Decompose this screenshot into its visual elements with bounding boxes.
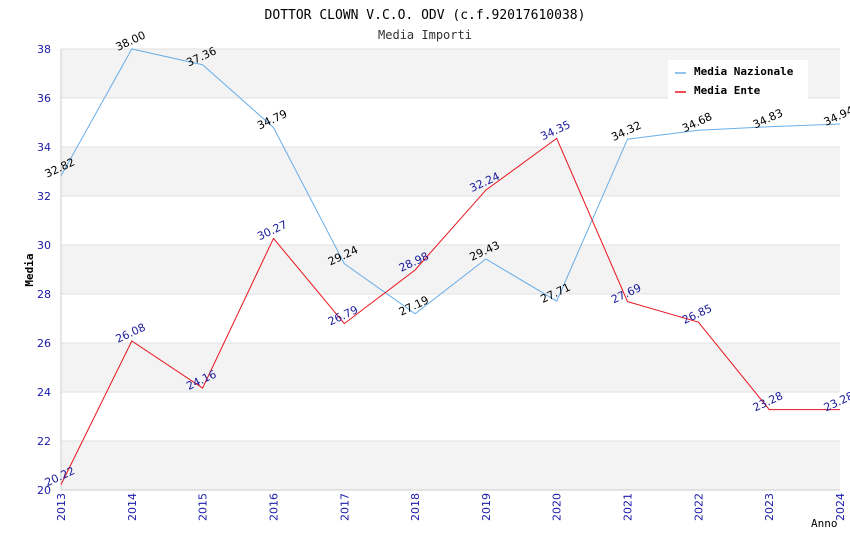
- data-label-media-nazionale: 34.83: [751, 106, 785, 131]
- y-tick-label: 30: [37, 239, 51, 252]
- y-tick-labels: 20 22 24 26 28 30 32 34 36 38: [37, 43, 51, 497]
- y-tick-label: 38: [37, 43, 51, 56]
- legend-label-media-ente: Media Ente: [694, 84, 761, 97]
- series-line-media-ente: [60, 137, 840, 485]
- chart-subtitle: Media Importi: [378, 28, 472, 42]
- y-tick-label: 34: [37, 141, 51, 154]
- x-tick-label: 2019: [480, 493, 493, 521]
- data-label-media-ente: 26.85: [680, 302, 714, 327]
- data-label-media-nazionale: 34.94: [822, 104, 850, 129]
- x-tick-label: 2022: [692, 493, 705, 521]
- data-label-media-nazionale: 34.68: [680, 110, 714, 135]
- data-label-media-ente: 23.28: [822, 389, 850, 414]
- x-tick-label: 2015: [197, 493, 210, 521]
- legend-background: [668, 60, 808, 100]
- x-axis-label: Anno: [811, 517, 838, 530]
- x-tick-label: 2017: [338, 493, 351, 521]
- x-tick-label: 2024: [834, 493, 847, 521]
- x-tick-labels: 2013 2014 2015 2016 2017 2018 2019 2020 2021 2022…: [55, 493, 847, 521]
- x-tick-label: 2020: [551, 493, 564, 521]
- band: [61, 147, 840, 196]
- y-tick-label: 28: [37, 288, 51, 301]
- data-label-media-ente: 26.08: [114, 321, 148, 346]
- data-label-media-nazionale: 34.79: [255, 107, 289, 132]
- y-tick-label: 20: [37, 484, 51, 497]
- data-label-media-nazionale: 34.32: [609, 119, 643, 144]
- chart-title: DOTTOR CLOWN V.C.O. ODV (c.f.92017610038…: [265, 8, 586, 23]
- y-tick-label: 24: [37, 386, 51, 399]
- gridlines: [61, 48, 840, 491]
- y-axis-label: Media: [23, 253, 36, 286]
- x-tick-label: 2018: [409, 493, 422, 521]
- x-tick-label: 2021: [622, 493, 635, 521]
- x-tick-label: 2013: [55, 493, 68, 521]
- y-tick-label: 26: [37, 337, 51, 350]
- band: [61, 343, 840, 392]
- series-lines: [60, 48, 841, 485]
- y-tick-label: 32: [37, 190, 51, 203]
- x-tick-label: 2023: [763, 493, 776, 521]
- y-tick-label: 22: [37, 435, 51, 448]
- legend: Media Nazionale Media Ente: [668, 60, 808, 100]
- data-label-media-nazionale: 27.19: [397, 293, 431, 318]
- y-tick-label: 36: [37, 92, 51, 105]
- series-line-media-nazionale: [60, 48, 841, 315]
- x-tick-label: 2014: [126, 493, 139, 521]
- plot-background-bands: [61, 49, 840, 490]
- band: [61, 441, 840, 490]
- x-tick-label: 2016: [267, 493, 280, 521]
- data-label-media-ente: 30.27: [255, 218, 289, 243]
- legend-label-media-nazionale: Media Nazionale: [694, 65, 794, 78]
